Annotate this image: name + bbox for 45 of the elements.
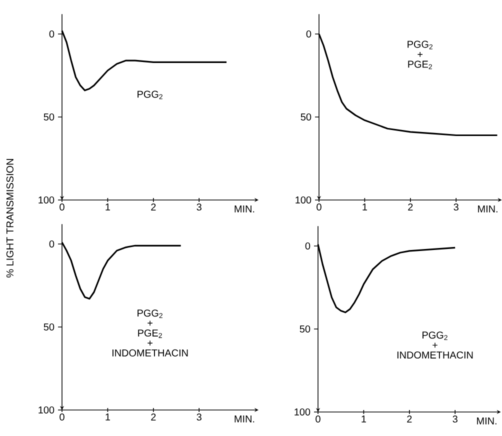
x-tick-label: 3 — [454, 204, 458, 211]
annotation: INDOMETHACIN — [112, 349, 188, 356]
annotation: + — [418, 52, 423, 57]
x-tick-label: 2 — [151, 414, 156, 420]
x-tick-label: 1 — [106, 414, 110, 420]
x-tick-label: 2 — [408, 204, 413, 210]
x-tick-label: 3 — [196, 414, 202, 421]
y-tick-label: 0 — [305, 242, 310, 250]
annotation: PGE$_{2}$ — [138, 329, 162, 338]
y-tick-label: 100 — [294, 408, 310, 416]
x-tick-label: 2 — [151, 204, 156, 210]
annotation: INDOMETHACIN — [397, 351, 473, 359]
annotation: PGE$_{2}$ — [408, 60, 432, 70]
annotation: PGG$_{2}$ — [422, 332, 448, 340]
x-tick-label: 3 — [196, 204, 202, 211]
x-axis-title: MIN. — [234, 415, 254, 422]
y-tick-label: 0 — [49, 30, 54, 38]
x-axis-title: MIN. — [234, 205, 254, 212]
annotation: + — [432, 342, 438, 348]
annotation: + — [148, 340, 152, 346]
annotation: PGG$_{2}$ — [138, 310, 162, 318]
y-tick-label: 0 — [49, 240, 54, 248]
y-tick-label: 50 — [300, 113, 312, 121]
x-axis-title: MIN. — [478, 205, 498, 212]
x-tick-label: 0 — [60, 414, 64, 421]
x-tick-label: 1 — [362, 416, 366, 422]
y-tick-label: 50 — [44, 113, 54, 121]
y-tick-label: 50 — [44, 323, 54, 331]
annotation: PGG$_{2}$ — [138, 90, 162, 100]
y-tick-label: 100 — [296, 196, 312, 204]
x-tick-label: 0 — [316, 204, 322, 211]
x-tick-label: 0 — [316, 416, 320, 423]
y-tick-label: 100 — [38, 196, 54, 204]
annotation: PGG$_{2}$ — [408, 40, 433, 50]
x-tick-label: 1 — [362, 204, 367, 210]
x-tick-label: 3 — [452, 416, 458, 423]
x-tick-label: 0 — [60, 204, 64, 211]
y-tick-label: 0 — [306, 30, 312, 38]
y-tick-label: 50 — [300, 325, 310, 333]
x-tick-label: 2 — [407, 416, 412, 422]
annotation: + — [148, 320, 152, 326]
x-axis-title: MIN. — [477, 417, 496, 424]
x-tick-label: 1 — [106, 204, 110, 210]
y-axis-title: % LIGHT TRANSMISSION — [6, 159, 14, 278]
y-tick-label: 100 — [38, 406, 54, 414]
